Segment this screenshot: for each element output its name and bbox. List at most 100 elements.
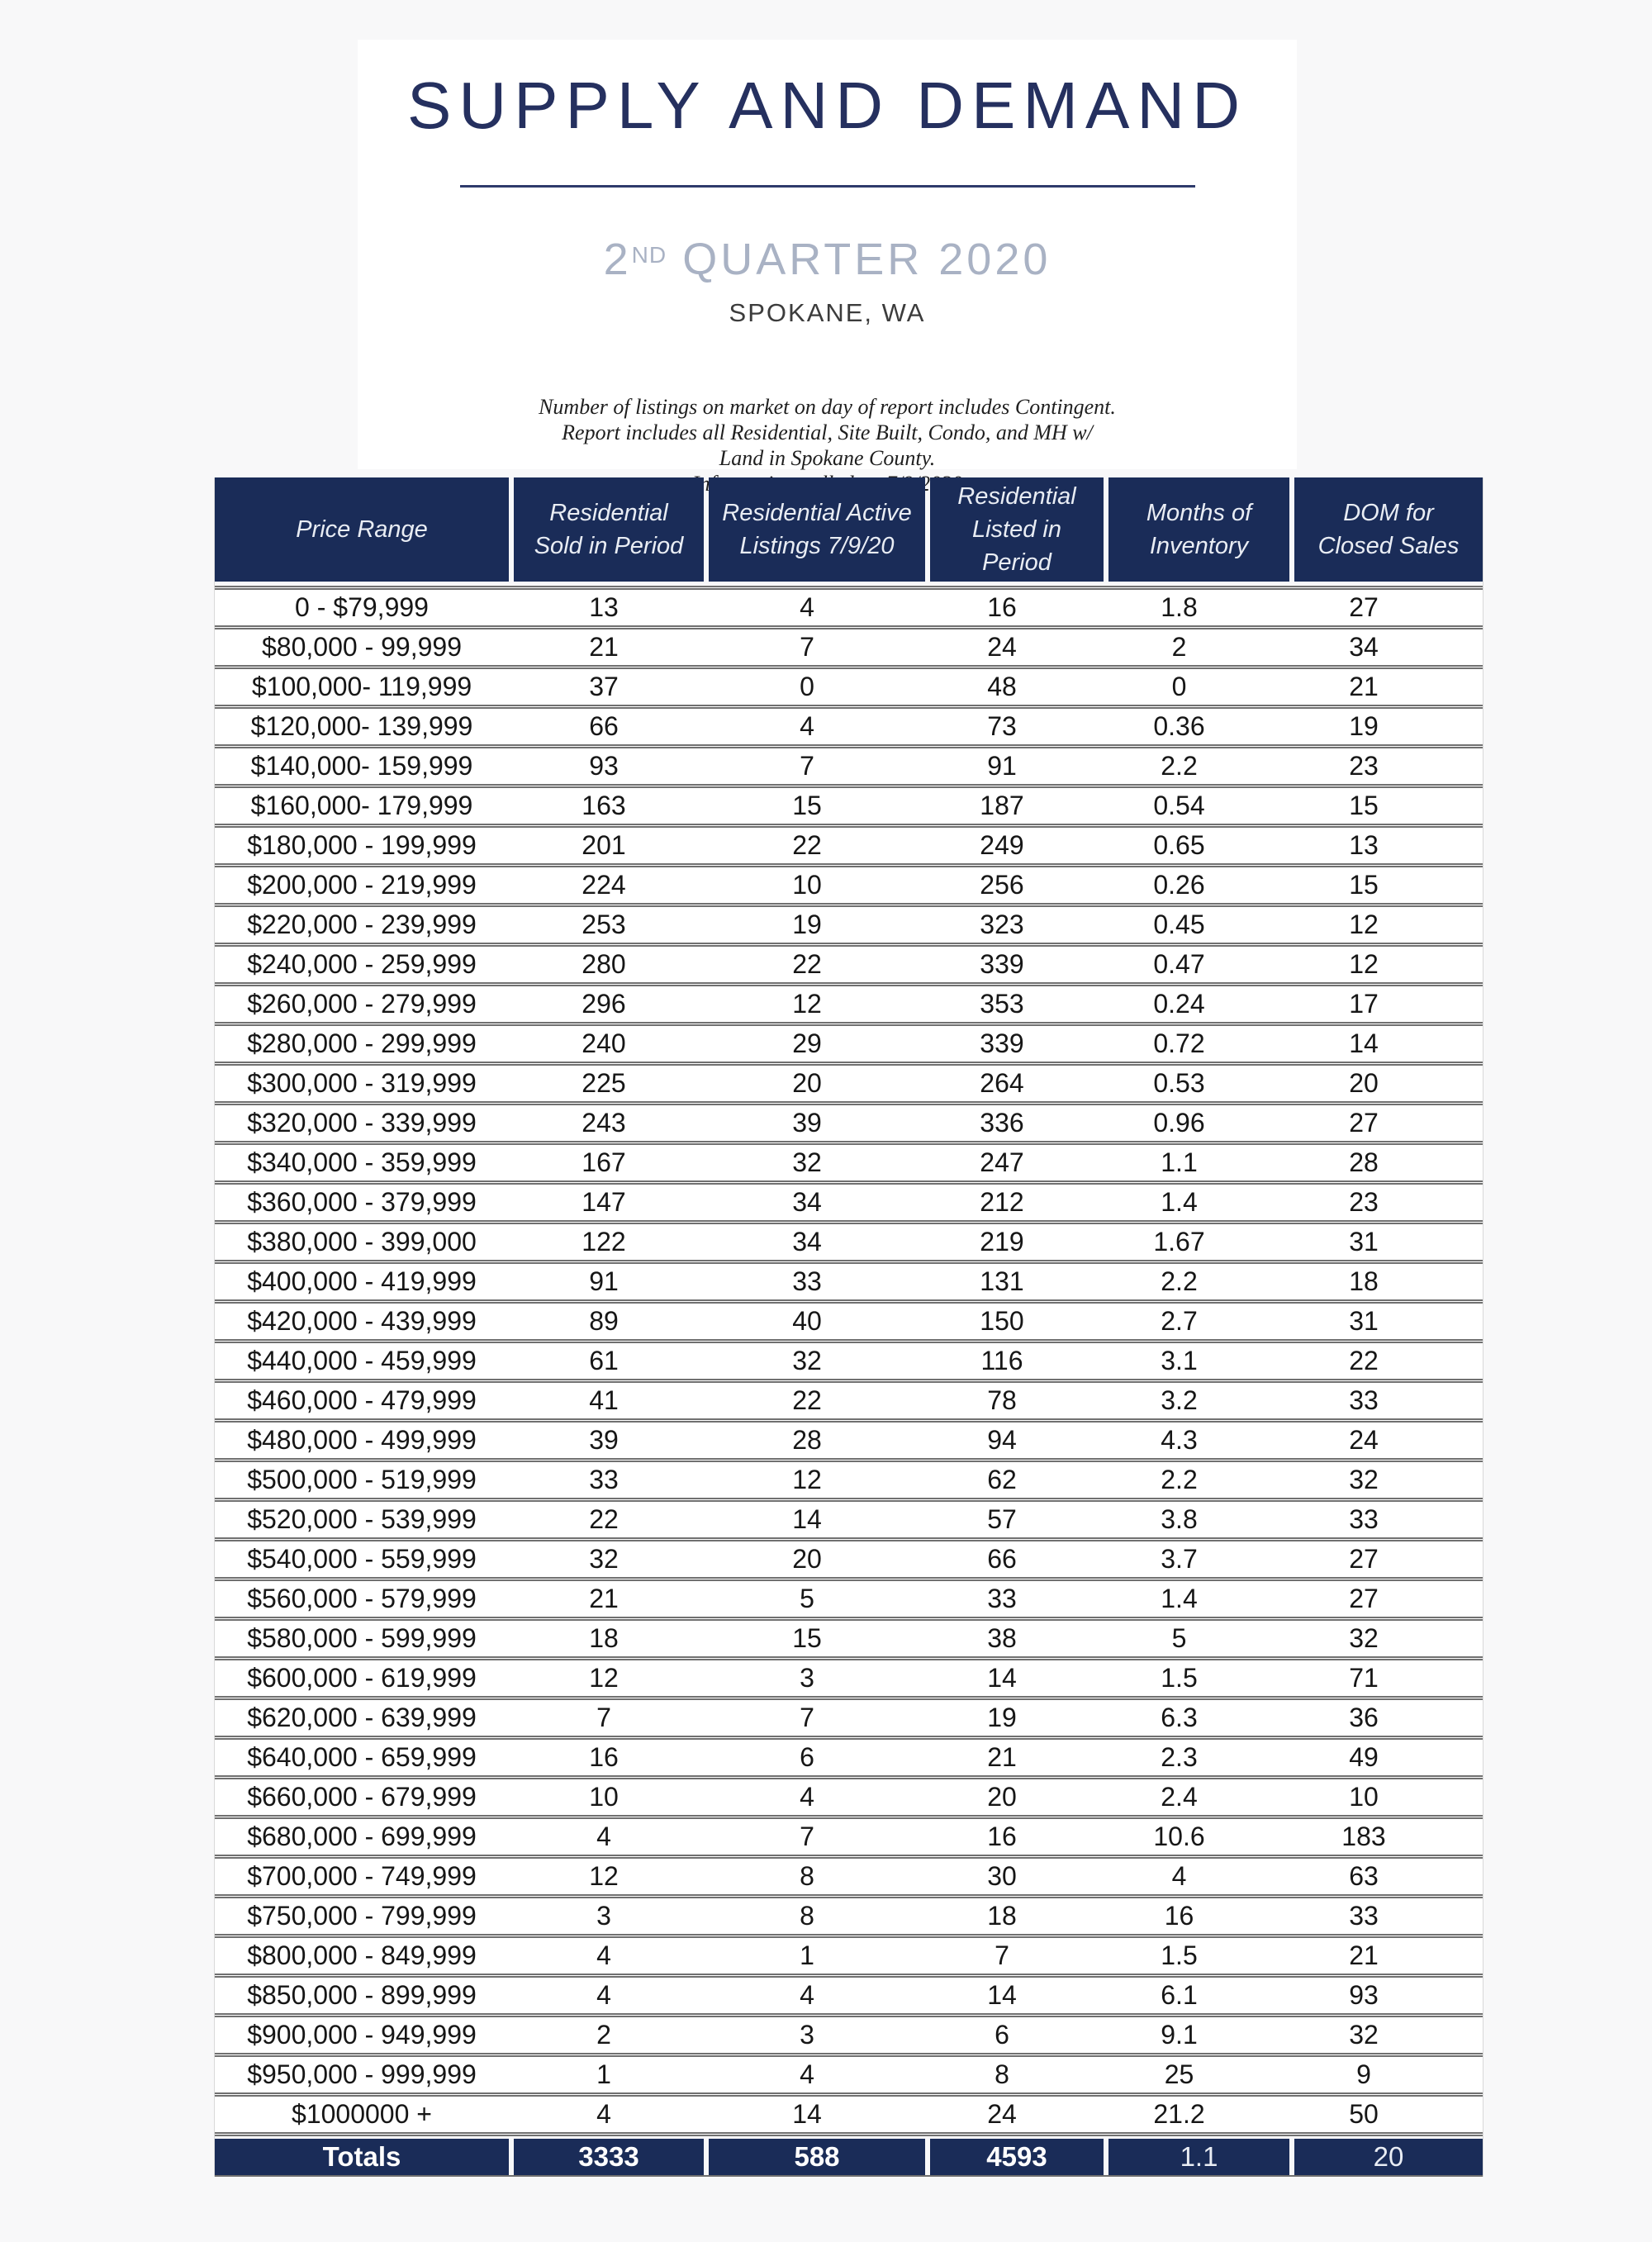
active-listings-cell: 4 bbox=[800, 1980, 814, 2010]
listed-in-period-cell: 212 bbox=[980, 1187, 1024, 1217]
sold-in-period-cell: 240 bbox=[582, 1028, 626, 1058]
supply-demand-table: Price Range Residential Sold in Period R… bbox=[214, 477, 1483, 2177]
sold-in-period-cell: 4 bbox=[596, 2099, 611, 2129]
active-listings-cell: 22 bbox=[792, 1385, 822, 1415]
price-range-cell: $700,000 - 749,999 bbox=[247, 1861, 477, 1891]
active-listings-cell: 28 bbox=[792, 1425, 822, 1455]
table-row: $620,000 - 639,999 7 7 19 6.3 36 bbox=[215, 1700, 1483, 1740]
months-of-inventory-cell: 1.5 bbox=[1161, 1663, 1198, 1693]
price-range-cell: $560,000 - 579,999 bbox=[247, 1584, 477, 1613]
table-body: 0 - $79,999 13 4 16 1.8 27 $80,000 - 99,999 21 7… bbox=[215, 586, 1483, 2136]
active-listings-cell: 29 bbox=[792, 1028, 822, 1058]
months-of-inventory-cell: 0.54 bbox=[1153, 791, 1205, 820]
table-row: $340,000 - 359,999 167 32 247 1.1 28 bbox=[215, 1145, 1483, 1185]
dom-closed-sales-cell: 50 bbox=[1349, 2099, 1379, 2129]
sold-in-period-cell: 147 bbox=[582, 1187, 626, 1217]
table-row: $100,000- 119,999 37 0 48 0 21 bbox=[215, 669, 1483, 709]
sold-in-period-cell: 225 bbox=[582, 1068, 626, 1098]
price-range-cell: $260,000 - 279,999 bbox=[247, 989, 477, 1019]
sold-in-period-cell: 12 bbox=[589, 1663, 619, 1693]
table-row: $360,000 - 379,999 147 34 212 1.4 23 bbox=[215, 1185, 1483, 1224]
listed-in-period-cell: 16 bbox=[987, 1822, 1017, 1851]
sold-in-period-cell: 18 bbox=[589, 1623, 619, 1653]
sold-in-period-cell: 13 bbox=[589, 592, 619, 622]
dom-closed-sales-cell: 15 bbox=[1349, 870, 1379, 900]
months-of-inventory-cell: 2 bbox=[1171, 632, 1187, 662]
price-range-cell: $280,000 - 299,999 bbox=[247, 1028, 477, 1058]
table-row: $580,000 - 599,999 18 15 38 5 32 bbox=[215, 1621, 1483, 1660]
months-of-inventory-cell: 2.2 bbox=[1161, 1465, 1198, 1494]
listed-in-period-cell: 19 bbox=[987, 1703, 1017, 1732]
months-of-inventory-cell: 1.67 bbox=[1153, 1227, 1205, 1256]
price-range-cell: $480,000 - 499,999 bbox=[247, 1425, 477, 1455]
dom-closed-sales-cell: 33 bbox=[1349, 1385, 1379, 1415]
months-of-inventory-cell: 25 bbox=[1164, 2059, 1194, 2089]
sold-in-period-cell: 201 bbox=[582, 830, 626, 860]
months-of-inventory-cell: 6.1 bbox=[1161, 1980, 1198, 2010]
dom-closed-sales-cell: 71 bbox=[1349, 1663, 1379, 1693]
months-of-inventory-cell: 3.8 bbox=[1161, 1504, 1198, 1534]
listed-in-period-cell: 33 bbox=[987, 1584, 1017, 1613]
listed-in-period-cell: 150 bbox=[980, 1306, 1024, 1336]
price-range-cell: $320,000 - 339,999 bbox=[247, 1108, 477, 1138]
listed-in-period-cell: 38 bbox=[987, 1623, 1017, 1653]
report-quarter: 2ND QUARTER 2020 bbox=[358, 234, 1297, 285]
price-range-cell: $220,000 - 239,999 bbox=[247, 910, 477, 939]
sold-in-period-cell: 32 bbox=[589, 1544, 619, 1574]
price-range-cell: $360,000 - 379,999 bbox=[247, 1187, 477, 1217]
sold-in-period-cell: 280 bbox=[582, 949, 626, 979]
dom-closed-sales-cell: 27 bbox=[1349, 1544, 1379, 1574]
active-listings-cell: 4 bbox=[800, 592, 814, 622]
dom-closed-sales-cell: 24 bbox=[1349, 1425, 1379, 1455]
sold-in-period-cell: 4 bbox=[596, 1822, 611, 1851]
dom-closed-sales-cell: 21 bbox=[1349, 1940, 1379, 1970]
table-row: $520,000 - 539,999 22 14 57 3.8 33 bbox=[215, 1502, 1483, 1541]
active-listings-cell: 4 bbox=[800, 2059, 814, 2089]
price-range-cell: $140,000- 159,999 bbox=[250, 751, 473, 781]
sold-in-period-cell: 91 bbox=[589, 1266, 619, 1296]
price-range-cell: $180,000 - 199,999 bbox=[247, 830, 477, 860]
months-of-inventory-cell: 3.7 bbox=[1161, 1544, 1198, 1574]
months-of-inventory-cell: 10.6 bbox=[1153, 1822, 1205, 1851]
price-range-cell: $240,000 - 259,999 bbox=[247, 949, 477, 979]
active-listings-cell: 5 bbox=[800, 1584, 814, 1613]
sold-in-period-cell: 3 bbox=[596, 1901, 611, 1931]
header-card: SUPPLY AND DEMAND 2ND QUARTER 2020 SPOKA… bbox=[358, 40, 1297, 496]
sold-in-period-cell: 224 bbox=[582, 870, 626, 900]
active-listings-cell: 22 bbox=[792, 830, 822, 860]
price-range-cell: $1000000 + bbox=[292, 2099, 432, 2129]
dom-closed-sales-cell: 21 bbox=[1349, 672, 1379, 701]
table-row: $440,000 - 459,999 61 32 116 3.1 22 bbox=[215, 1343, 1483, 1383]
sold-in-period-cell: 10 bbox=[589, 1782, 619, 1812]
table-row: $850,000 - 899,999 4 4 14 6.1 93 bbox=[215, 1978, 1483, 2017]
active-listings-cell: 40 bbox=[792, 1306, 822, 1336]
table-row: $240,000 - 259,999 280 22 339 0.47 12 bbox=[215, 947, 1483, 986]
months-of-inventory-cell: 0.72 bbox=[1153, 1028, 1205, 1058]
months-of-inventory-cell: 0.65 bbox=[1153, 830, 1205, 860]
table-row: $800,000 - 849,999 4 1 7 1.5 21 bbox=[215, 1938, 1483, 1978]
active-listings-cell: 12 bbox=[792, 989, 822, 1019]
listed-in-period-cell: 24 bbox=[987, 632, 1017, 662]
price-range-cell: $850,000 - 899,999 bbox=[247, 1980, 477, 2010]
dom-closed-sales-cell: 20 bbox=[1349, 1068, 1379, 1098]
months-of-inventory-cell: 0.96 bbox=[1153, 1108, 1205, 1138]
quarter-rest: QUARTER 2020 bbox=[667, 235, 1051, 284]
table-row: $500,000 - 519,999 33 12 62 2.2 32 bbox=[215, 1462, 1483, 1502]
price-range-cell: $500,000 - 519,999 bbox=[247, 1465, 477, 1494]
totals-row: Totals 3333 588 4593 1.1 20 bbox=[215, 2139, 1483, 2177]
price-range-cell: $520,000 - 539,999 bbox=[247, 1504, 477, 1534]
listed-in-period-cell: 247 bbox=[980, 1147, 1024, 1177]
dom-closed-sales-cell: 28 bbox=[1349, 1147, 1379, 1177]
months-of-inventory-cell: 16 bbox=[1164, 1901, 1194, 1931]
dom-closed-sales-cell: 12 bbox=[1349, 910, 1379, 939]
column-header-active-listings: Residential Active Listings 7/9/20 bbox=[709, 477, 925, 582]
listed-in-period-cell: 7 bbox=[995, 1940, 1009, 1970]
active-listings-cell: 32 bbox=[792, 1147, 822, 1177]
dom-closed-sales-cell: 18 bbox=[1349, 1266, 1379, 1296]
price-range-cell: $300,000 - 319,999 bbox=[247, 1068, 477, 1098]
months-of-inventory-cell: 0.53 bbox=[1153, 1068, 1205, 1098]
price-range-cell: $540,000 - 559,999 bbox=[247, 1544, 477, 1574]
active-listings-cell: 8 bbox=[800, 1901, 814, 1931]
totals-active-value: 588 bbox=[709, 2139, 925, 2175]
